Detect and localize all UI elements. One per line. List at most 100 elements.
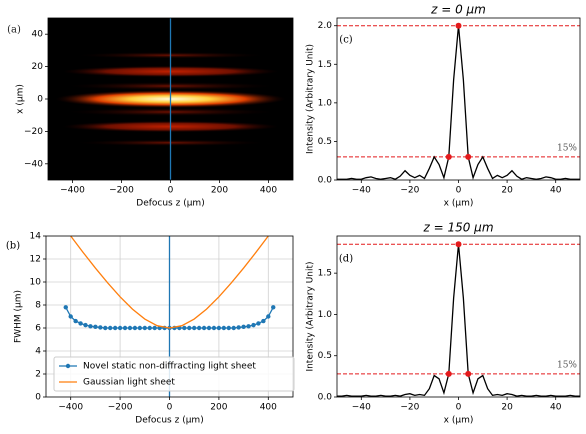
y-tick-label: −40 <box>24 159 43 169</box>
y-tick-label: 8 <box>35 301 41 311</box>
annotation: 15% <box>557 360 577 370</box>
series-marker <box>132 325 138 331</box>
point-marker <box>465 370 472 377</box>
x-tick-label: 40 <box>550 403 562 413</box>
point-marker <box>455 22 462 29</box>
plot-area <box>337 25 580 180</box>
series-marker <box>68 314 73 319</box>
chart-title: z = 0 μm <box>430 3 486 17</box>
series-marker <box>98 325 103 330</box>
plot-area <box>337 243 580 397</box>
x-tick-label: 20 <box>501 186 513 196</box>
series-marker <box>201 325 207 331</box>
y-tick-label: 0.5 <box>318 351 332 361</box>
series-marker <box>117 325 123 331</box>
series-marker <box>182 325 187 331</box>
series-marker <box>127 325 133 331</box>
series-marker <box>108 325 113 331</box>
x-tick-label: −20 <box>400 403 419 413</box>
series-marker <box>236 325 241 330</box>
panel: −400 −200 0 200 400 0 2 4 6 8 10 12 14 Defocus z (μm)… <box>6 232 295 426</box>
y-tick-label: 0.0 <box>318 393 333 403</box>
x-axis-label: Defocus z (μm) <box>135 416 203 426</box>
x-tick-label: 0 <box>456 403 462 413</box>
x-axis-label: x (μm) <box>444 416 474 426</box>
y-tick-label: 20 <box>32 62 44 72</box>
y-tick-label: 2.0 <box>318 21 333 31</box>
panel-label: (b) <box>6 241 20 252</box>
x-axis-label: Defocus z (μm) <box>136 199 204 209</box>
panel-label: (d) <box>339 254 353 265</box>
y-axis-label: x (μm) <box>16 84 26 114</box>
y-tick-label: 0 <box>35 393 41 403</box>
series-marker <box>88 324 93 329</box>
y-tick-label: 1.0 <box>318 98 333 108</box>
x-tick-label: 40 <box>550 186 562 196</box>
series-marker <box>261 318 266 324</box>
y-tick-label: 0.5 <box>318 137 332 147</box>
y-tick-label: 4 <box>35 347 41 357</box>
series-marker <box>246 324 251 329</box>
x-tick-label: −200 <box>108 403 133 413</box>
series-marker <box>256 321 261 326</box>
series-marker <box>241 324 246 330</box>
legend-label: Novel static non-diffracting light sheet <box>83 362 256 372</box>
y-tick-label: 6 <box>35 324 41 334</box>
legend-label: Gaussian light sheet <box>83 378 175 388</box>
x-tick-label: −40 <box>352 403 371 413</box>
series-marker <box>83 322 88 328</box>
series-line <box>70 236 269 329</box>
x-tick-label: 400 <box>260 186 277 196</box>
x-tick-label: −400 <box>58 403 83 413</box>
series-marker <box>206 325 212 331</box>
point-marker <box>445 153 452 160</box>
y-axis-label: Intensity (Arbitrary Unit) <box>306 44 316 154</box>
series-marker <box>211 325 217 331</box>
x-tick-label: −400 <box>60 186 85 196</box>
panel: −40 −20 0 20 40 0.0 0.5 1.0 1.5 x (μm) Intensity (… <box>306 221 581 426</box>
x-tick-label: −20 <box>400 186 419 196</box>
x-tick-label: 200 <box>211 186 228 196</box>
series-marker <box>192 325 197 331</box>
y-tick-label: 1.5 <box>318 60 332 70</box>
y-tick-label: 0.0 <box>318 176 333 186</box>
series-marker <box>231 325 236 331</box>
chart-title: z = 150 μm <box>422 221 493 235</box>
annotation: 15% <box>557 143 577 153</box>
series-line <box>337 25 580 180</box>
legend-marker <box>65 363 71 369</box>
y-tick-label: 12 <box>30 255 41 265</box>
y-axis-label: Intensity (Arbitrary Unit) <box>306 261 316 371</box>
y-tick-label: −20 <box>24 127 43 137</box>
series-marker <box>142 325 147 331</box>
x-tick-label: 200 <box>210 403 227 413</box>
legend-box <box>53 356 295 392</box>
series-marker <box>73 318 78 324</box>
point-marker <box>455 241 462 248</box>
y-tick-label: 14 <box>30 232 42 242</box>
series-marker <box>216 325 222 331</box>
series-marker <box>137 325 143 331</box>
series-marker <box>63 305 68 310</box>
y-tick-label: 2 <box>35 370 41 380</box>
point-marker <box>465 153 472 160</box>
y-tick-label: 40 <box>32 30 44 40</box>
x-axis-label: x (μm) <box>444 199 474 209</box>
series-marker <box>196 325 202 331</box>
series-marker <box>122 325 128 331</box>
axes-frame <box>336 235 581 398</box>
series-marker <box>103 325 108 331</box>
series-marker <box>266 314 271 319</box>
x-tick-label: −40 <box>352 186 371 196</box>
y-tick-label: 10 <box>30 278 42 288</box>
series-marker <box>271 305 276 310</box>
series-marker <box>152 325 157 331</box>
series-marker <box>112 325 118 331</box>
panel: −40 −20 0 20 40 0.0 0.5 1.0 1.5 2.0 x (μm) Intensit… <box>306 3 581 209</box>
plot-area <box>48 18 293 180</box>
series-marker <box>187 325 192 331</box>
y-tick-label: 1.0 <box>318 310 333 320</box>
